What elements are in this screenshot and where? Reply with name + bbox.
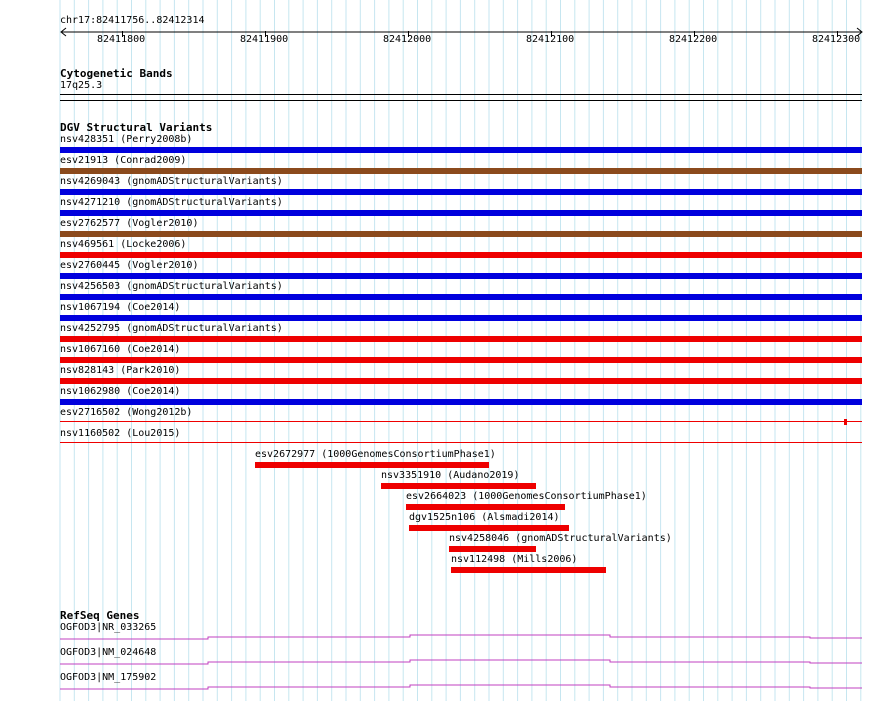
sv-feature-bar[interactable] bbox=[451, 567, 606, 573]
dgv-track-title: DGV Structural Variants bbox=[60, 121, 213, 134]
sv-feature-bar[interactable] bbox=[60, 210, 862, 216]
sv-feature-bar[interactable] bbox=[60, 315, 862, 321]
ruler-tick-label: 82412200 bbox=[669, 34, 718, 45]
sv-feature-label[interactable]: nsv1067194 (Coe2014) bbox=[60, 302, 181, 313]
ruler-tick-mark bbox=[694, 31, 695, 37]
sv-feature-label[interactable]: dgv1525n106 (Alsmadi2014) bbox=[409, 512, 560, 523]
ruler-tick-label: 82411800 bbox=[97, 34, 146, 45]
sv-feature-bar[interactable] bbox=[406, 504, 565, 510]
ruler-tick-mark bbox=[551, 31, 552, 37]
sv-feature-bar[interactable] bbox=[449, 546, 536, 552]
sv-feature-bar[interactable] bbox=[60, 442, 862, 443]
sv-feature-label[interactable]: nsv469561 (Locke2006) bbox=[60, 239, 187, 250]
gene-label[interactable]: OGFOD3|NM_175902 bbox=[60, 672, 157, 683]
ruler-tick-mark bbox=[265, 31, 266, 37]
sv-feature-bar[interactable] bbox=[60, 399, 862, 405]
sv-feature-label[interactable]: esv2716502 (Wong2012b) bbox=[60, 407, 193, 418]
sv-feature-label[interactable]: nsv4269043 (gnomADStructuralVariants) bbox=[60, 176, 283, 187]
ruler-tick-label: 82411900 bbox=[240, 34, 289, 45]
sv-feature-label[interactable]: nsv4256503 (gnomADStructuralVariants) bbox=[60, 281, 283, 292]
refseq-track-title: RefSeq Genes bbox=[60, 609, 140, 622]
sv-feature-label[interactable]: nsv428351 (Perry2008b) bbox=[60, 134, 193, 145]
sv-feature-label[interactable]: nsv828143 (Park2010) bbox=[60, 365, 181, 376]
sv-feature-bar[interactable] bbox=[381, 483, 536, 489]
ruler-tick-mark bbox=[408, 31, 409, 37]
gene-model[interactable] bbox=[58, 657, 866, 667]
ruler-tick-label: 82412100 bbox=[526, 34, 575, 45]
sv-feature-bar[interactable] bbox=[60, 189, 862, 195]
sv-feature-label[interactable]: nsv3351910 (Audano2019) bbox=[381, 470, 520, 481]
sv-feature-bar[interactable] bbox=[60, 378, 862, 384]
sv-feature-label[interactable]: nsv4258046 (gnomADStructuralVariants) bbox=[449, 533, 672, 544]
ruler-tick-label: 82412300 bbox=[812, 34, 861, 45]
cytoband-bar-bottom bbox=[60, 100, 862, 101]
sv-feature-label[interactable]: esv2672977 (1000GenomesConsortiumPhase1) bbox=[255, 449, 496, 460]
gene-label[interactable]: OGFOD3|NR_033265 bbox=[60, 622, 157, 633]
sv-feature-label[interactable]: nsv4252795 (gnomADStructuralVariants) bbox=[60, 323, 283, 334]
sv-feature-label[interactable]: esv2762577 (Vogler2010) bbox=[60, 218, 199, 229]
ruler-tick-label: 82412000 bbox=[383, 34, 432, 45]
ruler-location: chr17:82411756..82412314 bbox=[60, 15, 205, 26]
sv-feature-label[interactable]: esv21913 (Conrad2009) bbox=[60, 155, 187, 166]
sv-feature-bar[interactable] bbox=[60, 147, 862, 153]
ruler-tick-mark bbox=[837, 31, 838, 37]
sv-feature-bar[interactable] bbox=[60, 357, 862, 363]
sv-feature-bar[interactable] bbox=[60, 252, 862, 258]
sv-feature-label[interactable]: nsv1067160 (Coe2014) bbox=[60, 344, 181, 355]
ruler-axis[interactable] bbox=[58, 27, 866, 39]
sv-feature-label[interactable]: esv2760445 (Vogler2010) bbox=[60, 260, 199, 271]
sv-feature-label[interactable]: nsv4271210 (gnomADStructuralVariants) bbox=[60, 197, 283, 208]
sv-feature-bar[interactable] bbox=[60, 273, 862, 279]
sv-feature-label[interactable]: esv2664023 (1000GenomesConsortiumPhase1) bbox=[406, 491, 647, 502]
sv-feature-bar[interactable] bbox=[255, 462, 489, 468]
sv-feature-label[interactable]: nsv1160502 (Lou2015) bbox=[60, 428, 181, 439]
sv-feature-bar[interactable] bbox=[409, 525, 569, 531]
sv-feature-bar[interactable] bbox=[60, 421, 862, 422]
sv-feature-bar[interactable] bbox=[60, 294, 862, 300]
sv-feature-bar[interactable] bbox=[60, 336, 862, 342]
cytoband-label: 17q25.3 bbox=[60, 80, 103, 91]
cytobands-track-title: Cytogenetic Bands bbox=[60, 67, 173, 80]
sv-feature-endpoint bbox=[844, 419, 847, 425]
gene-label[interactable]: OGFOD3|NM_024648 bbox=[60, 647, 157, 658]
sv-feature-label[interactable]: nsv1062980 (Coe2014) bbox=[60, 386, 181, 397]
sv-feature-bar[interactable] bbox=[60, 168, 862, 174]
ruler-tick-mark bbox=[122, 31, 123, 37]
gene-model[interactable] bbox=[58, 682, 866, 692]
cytoband-bar-top bbox=[60, 94, 862, 95]
gene-model[interactable] bbox=[58, 632, 866, 642]
sv-feature-label[interactable]: nsv112498 (Mills2006) bbox=[451, 554, 578, 565]
sv-feature-bar[interactable] bbox=[60, 231, 862, 237]
